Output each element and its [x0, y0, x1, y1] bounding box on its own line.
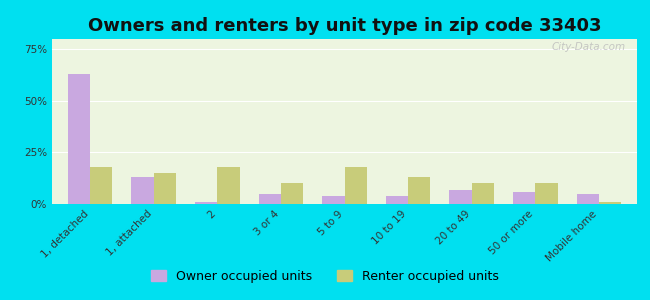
Text: City-Data.com: City-Data.com — [551, 42, 625, 52]
Bar — [449, 190, 472, 204]
Bar — [386, 196, 408, 204]
Bar — [599, 202, 621, 204]
Bar — [577, 194, 599, 204]
Bar — [281, 183, 303, 204]
Bar — [90, 167, 112, 204]
Bar — [217, 167, 240, 204]
Bar — [195, 202, 217, 204]
Bar — [259, 194, 281, 204]
Bar — [322, 196, 344, 204]
Bar — [513, 192, 535, 204]
Bar — [68, 74, 90, 204]
Bar — [154, 173, 176, 204]
Bar — [344, 167, 367, 204]
Title: Owners and renters by unit type in zip code 33403: Owners and renters by unit type in zip c… — [88, 17, 601, 35]
Bar — [408, 177, 430, 204]
Bar — [535, 183, 558, 204]
Bar — [472, 183, 494, 204]
Legend: Owner occupied units, Renter occupied units: Owner occupied units, Renter occupied un… — [146, 265, 504, 288]
Bar — [131, 177, 154, 204]
